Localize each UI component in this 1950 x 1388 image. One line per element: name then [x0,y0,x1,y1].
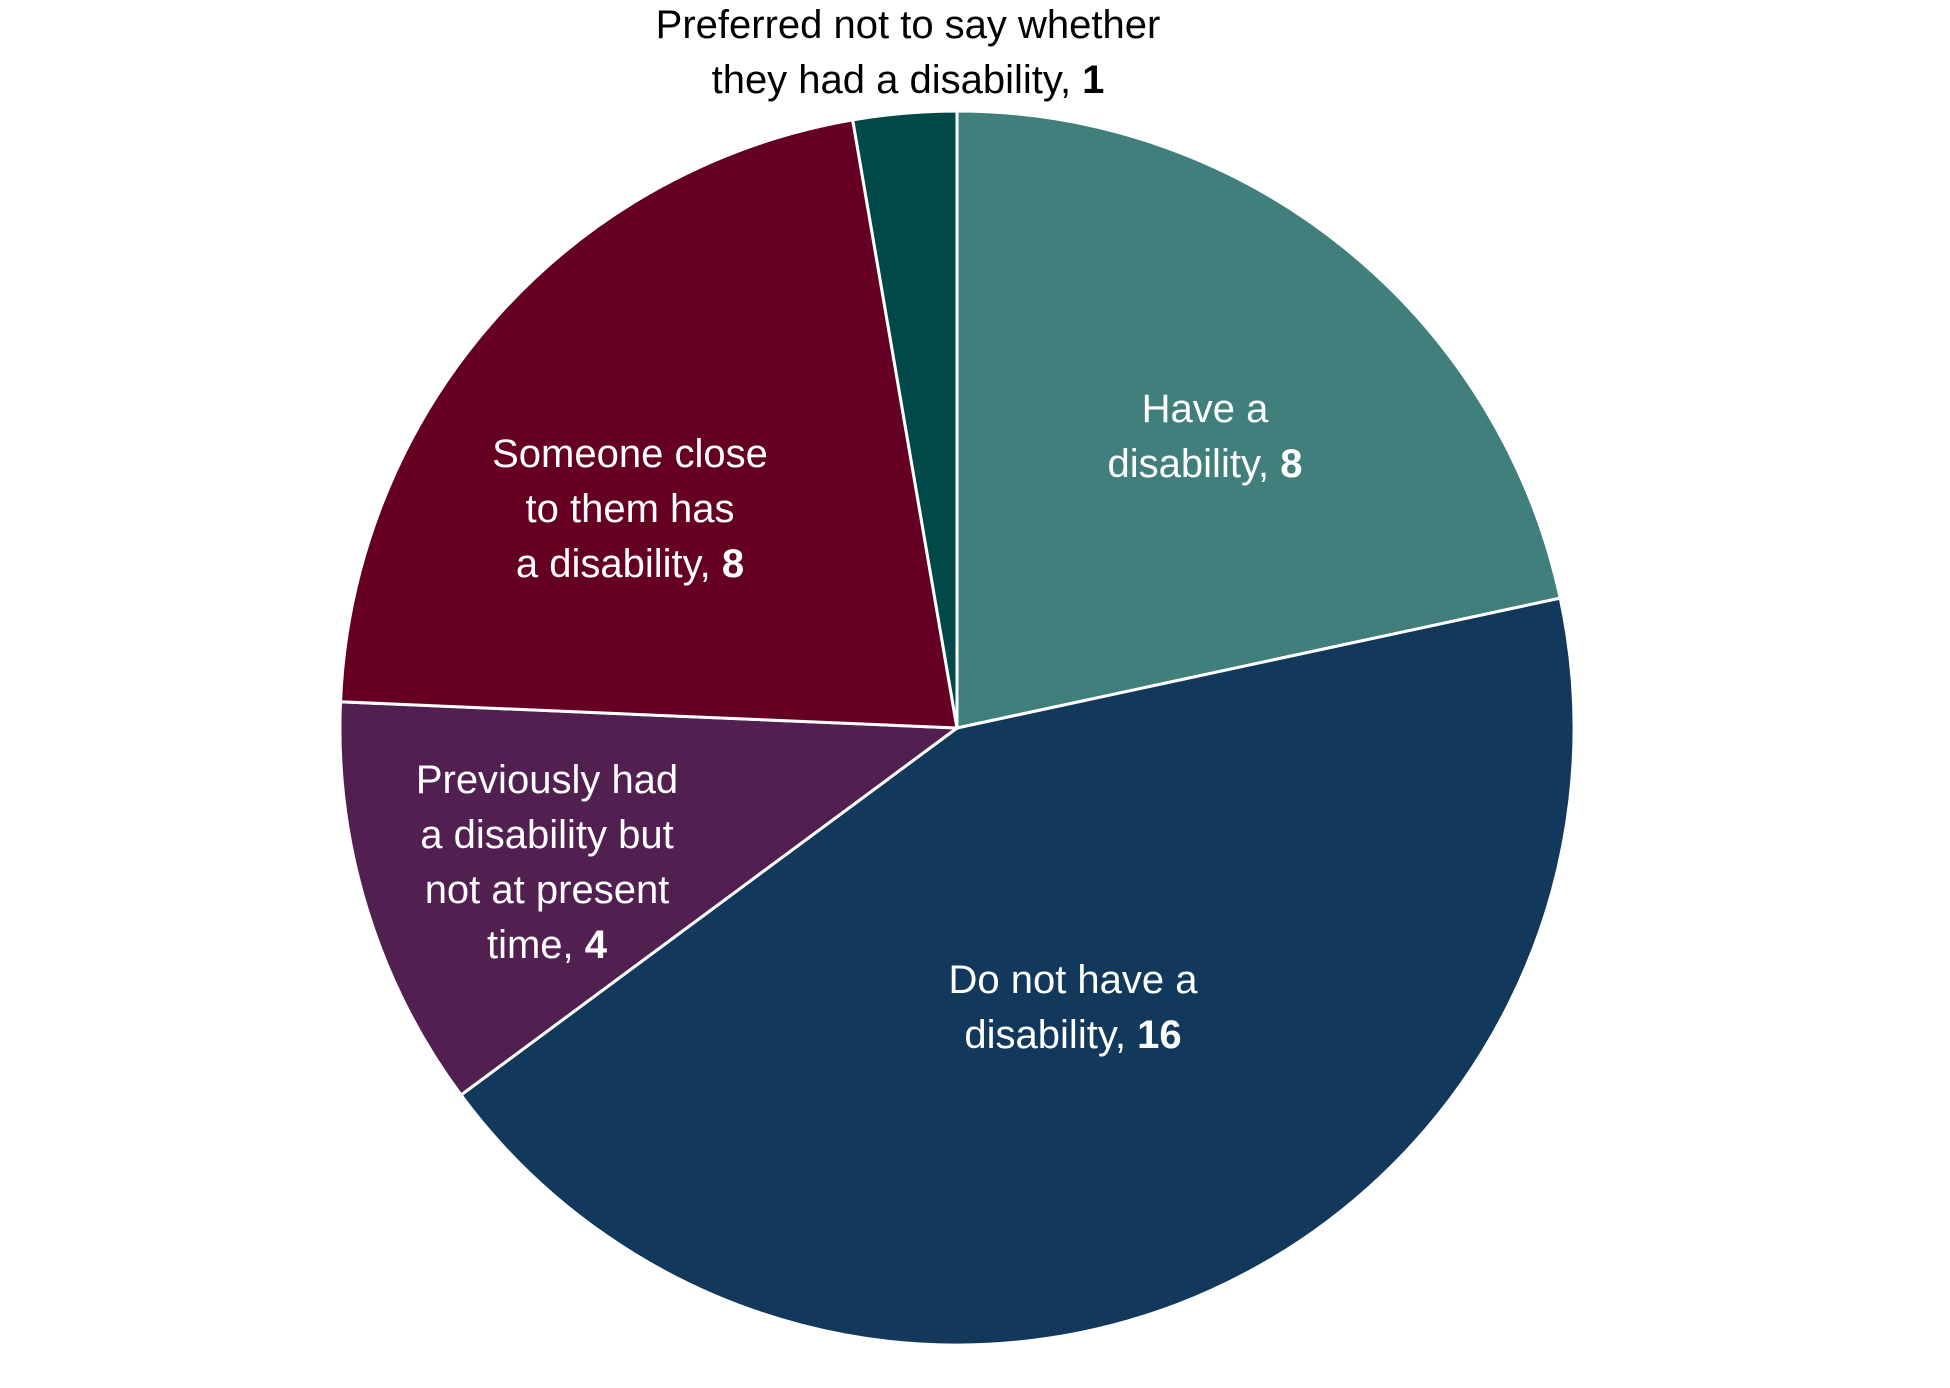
label-donot-text: disability, [964,1013,1138,1057]
label-previously-line-2: a disability but [420,813,674,857]
label-have-a-disability: Have a disability, 8 [1055,382,1355,492]
label-someone-line-2: to them has [525,487,735,531]
slice-preferred-not-to-say[interactable] [850,109,959,729]
label-preferred-not-to-say: Preferred not to say whether they had a … [608,0,1208,108]
label-preferred-line-2: they had a disability, 1 [608,53,1208,108]
label-do-not-have: Do not have a disability, 16 [923,953,1223,1063]
label-preferred-value: 1 [1082,58,1105,102]
label-someone-close: Someone close to them has a disability, … [480,427,780,592]
label-have-line-1: Have a [1141,387,1269,431]
label-preferred-text: they had a disability, [711,58,1083,102]
slice-someone-close-has-a-disability[interactable] [338,118,959,730]
label-have-line-2: disability, 8 [1055,437,1355,492]
label-previously-line-3: not at present [424,868,670,912]
label-donot-line-2: disability, 16 [923,1008,1223,1063]
label-have-text: disability, [1107,442,1281,486]
slice-previously-had-a-disability[interactable] [338,700,962,1098]
label-someone-text: a disability, [515,542,722,586]
slice-do-not-have-a-disability[interactable] [458,596,1576,1347]
label-previously-had: Previously had a disability but not at p… [397,753,697,973]
label-previously-line-4: time, 4 [397,918,697,973]
label-have-value: 8 [1280,442,1303,486]
slice-have-a-disability[interactable] [955,109,1562,730]
label-someone-line-1: Someone close [492,432,768,476]
label-someone-line-3: a disability, 8 [480,537,780,592]
label-previously-text: time, [486,923,585,967]
label-donot-value: 16 [1137,1013,1182,1057]
label-someone-value: 8 [721,542,745,586]
label-previously-value: 4 [584,923,608,967]
label-donot-line-1: Do not have a [948,958,1198,1002]
label-previously-line-1: Previously had [415,758,679,802]
label-preferred-line-1: Preferred not to say whether [655,3,1161,47]
